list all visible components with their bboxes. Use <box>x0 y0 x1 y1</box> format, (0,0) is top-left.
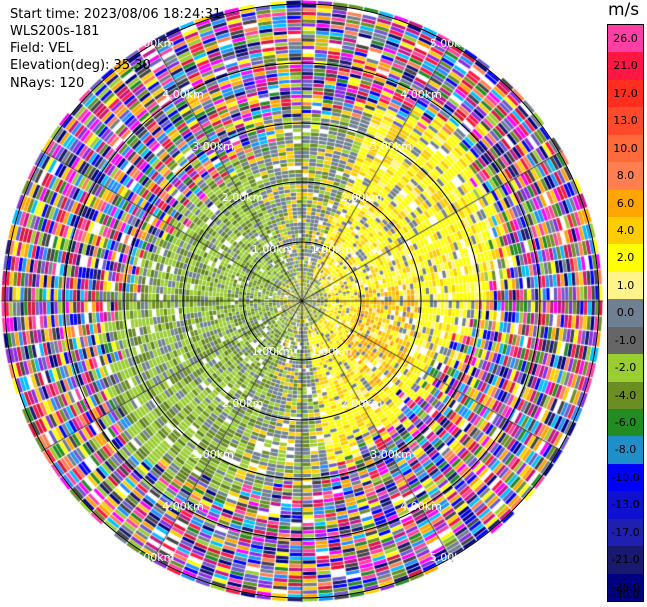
colorbar-swatch <box>608 134 643 163</box>
range-ring-label: 2.00km <box>341 397 383 410</box>
range-ring-label: 4.00km <box>400 500 442 513</box>
range-ring-label: 2.00km <box>341 191 383 204</box>
range-ring-label: 5.00km <box>133 551 175 564</box>
colorbar-tick-label: 0.0 <box>616 306 635 320</box>
colorbar-tick-label: 10.0 <box>613 141 638 155</box>
colorbar-swatch <box>608 381 643 410</box>
colorbar-swatch <box>608 491 643 520</box>
colorbar-swatch <box>608 162 643 191</box>
range-ring-label: 3.00km <box>370 140 412 153</box>
colorbar-tick-label: 13.0 <box>613 114 638 128</box>
colorbar-swatch <box>608 436 643 465</box>
colorbar-tick-label: -30.0 <box>611 588 640 601</box>
instrument-label: WLS200s-181 <box>10 24 100 39</box>
range-ring-label: 2.00km <box>222 397 264 410</box>
colorbar-swatch <box>608 107 643 136</box>
nrays-label: NRays: 120 <box>10 76 85 91</box>
colorbar-swatch <box>608 271 643 300</box>
colorbar-swatch <box>608 189 643 218</box>
colorbar-swatch <box>608 52 643 81</box>
colorbar-swatch <box>608 79 643 108</box>
range-ring-label: 3.00km <box>192 448 234 461</box>
colorbar-tick-label: -21.0 <box>611 553 640 567</box>
range-ring <box>63 62 541 540</box>
colorbar-tick-label: -13.0 <box>611 498 640 512</box>
range-ring-label: 5.00km <box>430 551 472 564</box>
colorbar-swatch <box>608 326 643 355</box>
colorbar-swatch <box>608 25 643 53</box>
scan-info-panel: Start time: 2023/08/06 18:24:31 WLS200s-… <box>10 6 221 92</box>
range-ring-label: 3.00km <box>370 448 412 461</box>
colorbar-tick-label: -17.0 <box>611 525 640 539</box>
velocity-colorbar: 26.0 21.0 17.0 13.0 10.0 8.0 6.0 4.0 2.0 1.0 0.0 -1… <box>607 24 644 602</box>
colorbar-swatch <box>608 217 643 245</box>
range-ring-labels: 1.00km 1.00km 1.00km 1.00km 2.00km 2.00km 2.00… <box>133 37 472 564</box>
colorbar-swatch <box>608 409 643 437</box>
range-ring-label: 5.00km <box>133 37 175 50</box>
range-ring <box>182 181 422 421</box>
colorbar-tick-label: 17.0 <box>613 86 638 100</box>
colorbar-tick-label: -8.0 <box>614 443 637 457</box>
colorbar-tick-label: -26.0 <box>611 580 640 594</box>
colorbar-swatch <box>608 299 643 328</box>
colorbar-tick-label: -6.0 <box>614 416 637 429</box>
colorbar-swatch <box>608 573 643 602</box>
range-ring-label: 4.00km <box>162 88 204 101</box>
range-ring-label: 2.00km <box>222 191 264 204</box>
colorbar-tick-label: 4.0 <box>616 224 635 237</box>
range-ring-label: 1.00km <box>311 243 353 256</box>
colorbar-unit-label: m/s <box>608 0 640 20</box>
colorbar-tick-label: 8.0 <box>616 169 635 183</box>
range-ring <box>242 241 362 361</box>
colorbar-swatch <box>608 354 643 383</box>
range-ring-label: 3.00km <box>192 140 234 153</box>
range-ring-label: 4.00km <box>400 88 442 101</box>
range-ring-label: 4.00km <box>162 500 204 513</box>
start-time-label: Start time: 2023/08/06 18:24:31 <box>10 7 222 22</box>
range-ring-label: 1.00km <box>252 345 294 358</box>
colorbar-swatch <box>608 463 643 492</box>
colorbar-tick-label: 21.0 <box>613 59 638 73</box>
colorbar-tick-label: -10.0 <box>611 470 640 484</box>
colorbar-tick-label: 26.0 <box>613 32 638 45</box>
elevation-label: Elevation(deg): 35.30 <box>10 58 151 73</box>
colorbar-tick-label: 2.0 <box>616 251 635 265</box>
colorbar-swatch <box>608 244 643 273</box>
range-ring <box>4 3 600 599</box>
field-label: Field: VEL <box>10 41 73 56</box>
colorbar-tick-label: 1.0 <box>616 278 635 292</box>
range-ring-label: 1.00km <box>311 345 353 358</box>
colorbar-tick-label: 6.0 <box>616 196 635 210</box>
colorbar-swatch <box>608 546 643 575</box>
colorbar-tick-label: -2.0 <box>614 361 637 375</box>
colorbar-tick-label: -1.0 <box>614 333 637 347</box>
range-ring <box>123 122 481 480</box>
range-ring-label: 1.00km <box>252 243 294 256</box>
colorbar-tick-label: -4.0 <box>614 388 637 402</box>
range-rings <box>4 3 600 599</box>
colorbar-swatch <box>608 518 643 547</box>
range-ring-label: 5.00km <box>430 37 472 50</box>
